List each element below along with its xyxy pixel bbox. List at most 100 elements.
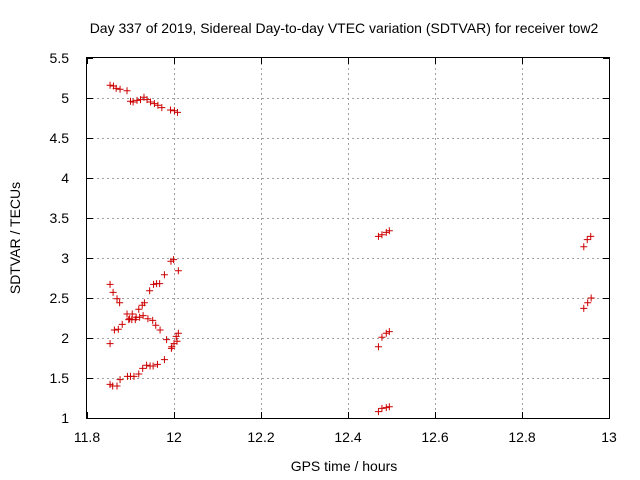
y-tick-label: 4	[61, 170, 69, 186]
data-point	[150, 280, 158, 288]
data-point	[154, 101, 162, 109]
data-point	[109, 288, 117, 296]
data-point	[116, 299, 124, 307]
y-tick-label: 2	[61, 330, 69, 346]
data-point	[106, 280, 114, 288]
y-tick-label: 3.5	[50, 210, 70, 226]
data-point	[149, 316, 157, 324]
x-tick-label: 11.8	[74, 429, 100, 445]
data-point	[385, 227, 393, 235]
data-point	[113, 295, 121, 303]
data-point	[167, 106, 175, 114]
series-satellite-track-1	[106, 81, 181, 116]
y-tick-labels: 1 1.5 2 2.5 3 3.5 4 4.5 5 5.5	[50, 50, 70, 426]
data-point	[123, 87, 131, 95]
data-point	[133, 96, 141, 104]
data-point	[140, 299, 148, 307]
data-point	[174, 267, 182, 275]
data-points	[106, 81, 595, 416]
y-tick-label: 5	[61, 90, 69, 106]
y-tick-label: 5.5	[50, 50, 70, 66]
data-point	[143, 361, 151, 369]
series-satellite-track-6	[374, 328, 393, 351]
data-point	[378, 404, 386, 412]
data-point	[587, 294, 595, 302]
data-point	[168, 343, 176, 351]
data-point	[131, 316, 139, 324]
grid-lines	[87, 58, 609, 418]
x-tick-label: 12.6	[421, 429, 448, 445]
data-point	[584, 299, 592, 307]
data-point	[106, 81, 114, 89]
data-point	[580, 243, 588, 251]
data-point	[156, 280, 164, 288]
series-satellite-track-3	[106, 312, 182, 352]
data-point	[136, 313, 144, 321]
x-tick-label: 12	[166, 429, 182, 445]
y-tick-label: 2.5	[50, 290, 70, 306]
data-point	[173, 108, 181, 116]
data-point	[106, 340, 114, 348]
data-point	[382, 329, 390, 337]
series-satellite-track-2	[106, 256, 182, 323]
data-point	[147, 98, 155, 106]
x-tick-label: 12.2	[247, 429, 274, 445]
axis-ticks	[87, 58, 610, 419]
data-point	[160, 271, 168, 279]
x-tick-label: 13	[601, 429, 617, 445]
data-point	[112, 84, 120, 92]
data-point	[135, 370, 143, 378]
data-point	[174, 329, 182, 337]
data-point	[583, 236, 591, 244]
y-tick-label: 4.5	[50, 130, 70, 146]
data-point	[382, 228, 390, 236]
data-point	[144, 315, 152, 323]
plot-frame	[86, 57, 610, 419]
y-tick-label: 3	[61, 250, 69, 266]
data-point	[110, 326, 118, 334]
data-point	[580, 304, 588, 312]
series-satellite-track-4	[106, 337, 181, 390]
data-point	[149, 362, 157, 370]
data-point	[116, 376, 124, 384]
data-point	[114, 325, 122, 333]
data-point	[587, 232, 595, 240]
y-tick-label: 1.5	[50, 370, 70, 386]
series-satellite-track-8	[580, 232, 595, 251]
data-point	[150, 100, 158, 108]
data-point	[113, 382, 121, 390]
data-point	[170, 256, 178, 264]
data-point	[378, 333, 386, 341]
data-point	[152, 321, 160, 329]
data-point	[385, 403, 393, 411]
x-tick-labels: 11.8 12 12.2 12.4 12.6 12.8 13	[74, 429, 617, 445]
data-point	[146, 287, 154, 295]
data-point	[139, 364, 147, 372]
data-point	[374, 232, 382, 240]
data-point	[160, 356, 168, 364]
data-point	[116, 85, 124, 93]
data-point	[118, 320, 126, 328]
series-satellite-track-7	[374, 403, 393, 416]
y-axis-label: SDTVAR / TECUs	[7, 182, 23, 294]
data-point	[156, 326, 164, 334]
data-point	[374, 408, 382, 416]
data-point	[135, 305, 143, 313]
x-tick-label: 12.4	[334, 429, 361, 445]
data-point	[139, 312, 147, 320]
data-point	[374, 343, 382, 351]
series-satellite-track-9	[580, 294, 595, 312]
series-satellite-track-5	[374, 227, 393, 240]
data-point	[130, 372, 138, 380]
data-point	[382, 404, 390, 412]
data-point	[158, 104, 166, 112]
data-point	[163, 336, 171, 344]
data-point	[129, 98, 137, 106]
data-point	[170, 107, 178, 115]
x-axis-label: GPS time / hours	[291, 458, 398, 474]
x-tick-label: 12.8	[508, 429, 535, 445]
data-point	[378, 231, 386, 239]
